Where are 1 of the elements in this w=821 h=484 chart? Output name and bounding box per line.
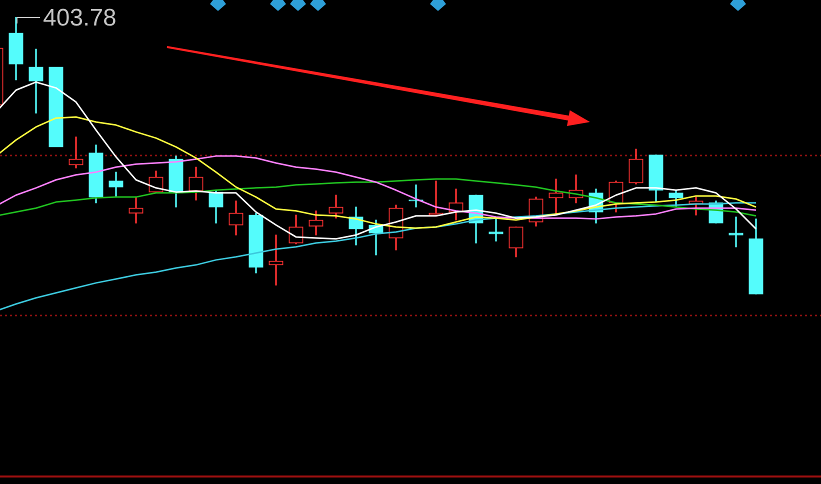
annotation: 403.78 <box>43 4 116 32</box>
